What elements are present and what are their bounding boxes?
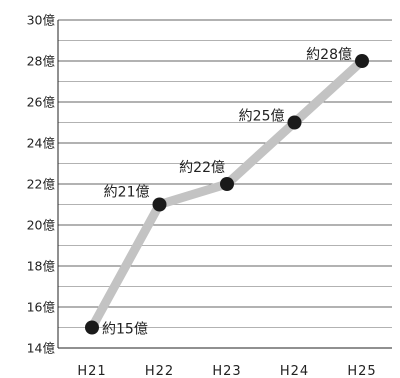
data-point [85,320,99,335]
data-label: 約25億 [239,109,285,125]
data-point [287,115,302,130]
data-point [220,177,234,191]
x-tick-label: H24 [280,364,309,378]
data-point [152,197,167,212]
data-label: 約22億 [179,160,225,176]
x-tick-label: H23 [212,364,241,378]
y-tick-label: 24億 [27,136,56,151]
data-labels: 約15億 約21億 約22億 約25億 約28億 [102,47,352,338]
y-tick-label: 28億 [27,54,56,69]
y-tick-label: 26億 [27,95,56,110]
data-label: 約15億 [102,322,148,338]
data-label: 約28億 [306,47,352,63]
data-label: 約21億 [104,185,150,201]
y-tick-label: 22億 [27,177,56,192]
x-tick-labels: H21 H22 H23 H24 H25 [77,364,376,378]
y-tick-label: 16億 [27,300,56,315]
data-markers [85,54,369,335]
y-tick-label: 18億 [27,259,56,274]
data-point [355,54,369,68]
x-tick-label: H22 [145,364,174,378]
x-tick-label: H25 [347,364,376,378]
y-tick-label: 30億 [27,13,56,28]
y-tick-label: 14億 [27,341,56,356]
x-tick-label: H21 [77,364,106,378]
axes [57,20,392,349]
y-tick-label: 20億 [27,218,56,233]
y-tick-labels: 14億 16億 18億 20億 22億 24億 26億 28億 30億 [27,13,56,356]
